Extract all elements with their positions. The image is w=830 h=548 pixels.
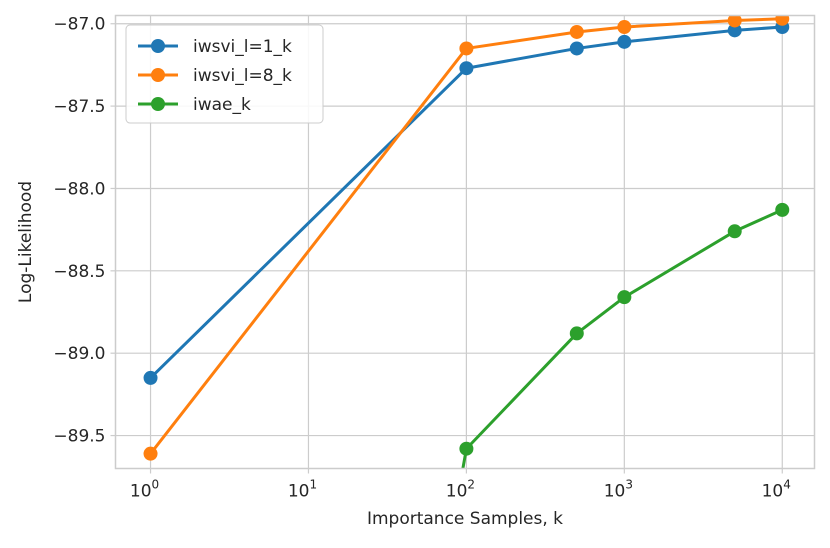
legend: iwsvi_l=1_k iwsvi_l=8_k iwae_k (125, 24, 324, 124)
x-tick-base: 10 (604, 482, 626, 502)
series-iwae_k (459, 202, 790, 469)
x-tick-exponent: 0 (152, 478, 160, 492)
legend-label: iwsvi_l=1_k (193, 37, 292, 57)
legend-marker (151, 97, 165, 111)
x-axis-label: Importance Samples, k (367, 509, 563, 529)
legend-item: iwsvi_l=1_k (138, 37, 292, 57)
x-tick-label: 102 (446, 478, 475, 502)
y-tick-label: −89.5 (53, 427, 105, 447)
data-point (775, 202, 790, 217)
y-axis-label: Log-Likelihood (16, 181, 36, 303)
x-tick-base: 10 (130, 482, 152, 502)
data-point (727, 224, 742, 239)
data-point (143, 446, 158, 461)
x-tick-exponent: 2 (467, 478, 475, 492)
data-point (569, 326, 584, 341)
x-tick-label: 101 (288, 478, 317, 502)
legend-box (125, 24, 324, 124)
data-point (617, 34, 632, 49)
data-point (459, 441, 474, 456)
legend-label: iwae_k (193, 95, 251, 115)
x-tick-base: 10 (446, 482, 468, 502)
data-point (617, 20, 632, 35)
x-tick-label: 103 (604, 478, 633, 502)
plot-frame (114, 14, 816, 470)
x-tick-base: 10 (762, 482, 784, 502)
data-point (727, 15, 742, 28)
legend-marker (151, 68, 165, 82)
x-tick-base: 10 (288, 482, 310, 502)
series-line (149, 25, 783, 379)
data-point (617, 290, 632, 305)
data-point (775, 15, 790, 26)
series-line (461, 208, 783, 469)
series-line (149, 17, 783, 455)
y-tick-label: −88.5 (53, 262, 105, 282)
legend-label: iwsvi_l=8_k (193, 66, 292, 86)
data-point (459, 41, 474, 56)
y-tick-label: −88.0 (53, 179, 105, 199)
x-tick-label: 100 (130, 478, 159, 502)
data-point (569, 24, 584, 39)
x-tick-label: 104 (762, 478, 791, 502)
ticks: 100 101 102 103 104−87.0−87.5−88.0−88.5−89.0… (53, 15, 791, 502)
legend-item: iwsvi_l=8_k (138, 66, 292, 86)
legend-marker (151, 39, 165, 53)
x-tick-exponent: 4 (783, 478, 791, 492)
x-tick-exponent: 1 (309, 478, 317, 492)
y-tick-label: −87.0 (53, 15, 105, 35)
data-point (569, 41, 584, 56)
series-layer (143, 15, 790, 469)
data-point (459, 61, 474, 76)
data-point (143, 370, 158, 385)
y-tick-label: −89.0 (53, 344, 105, 364)
x-tick-exponent: 3 (625, 478, 633, 492)
y-tick-label: −87.5 (53, 97, 105, 117)
series-iwsvi_l=8_k (143, 15, 790, 461)
data-point (727, 23, 742, 38)
legend-item: iwae_k (138, 95, 251, 115)
series-iwsvi_l=1_k (143, 20, 790, 385)
